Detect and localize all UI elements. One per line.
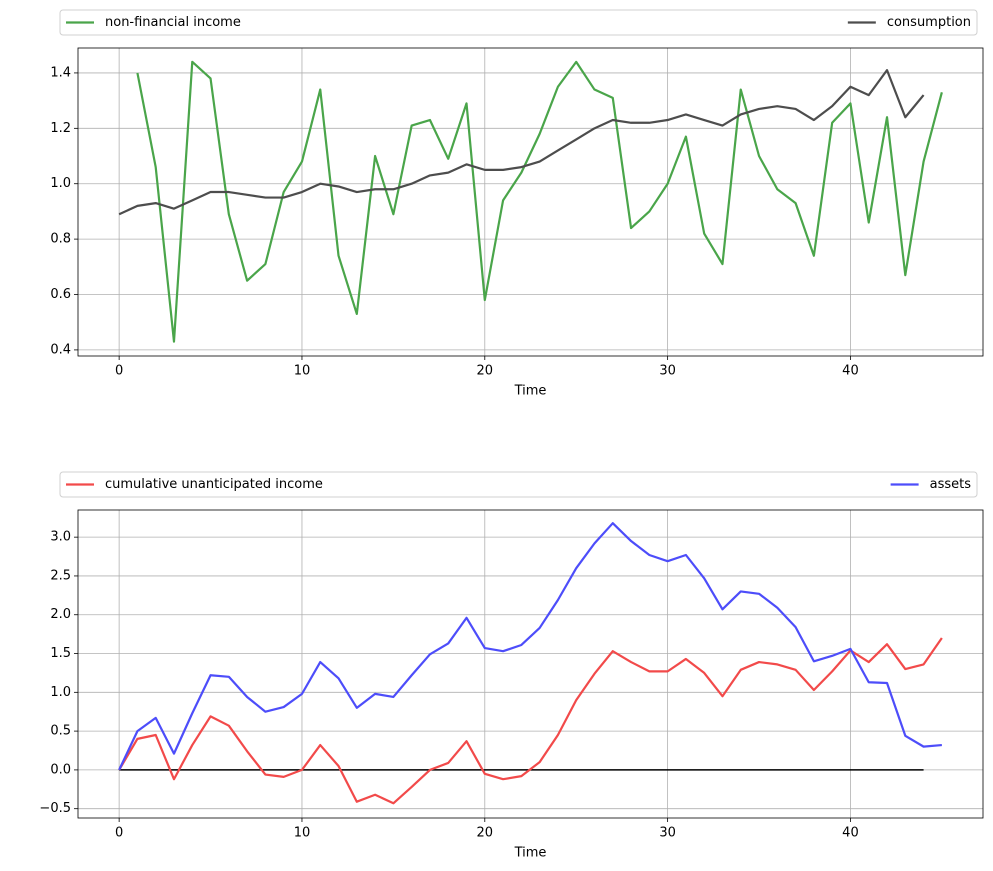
y-tick-label: 3.0	[50, 530, 71, 545]
y-tick-label: 2.0	[50, 607, 71, 622]
y-tick-label: 1.4	[50, 65, 71, 80]
y-tick-label: 0.0	[50, 762, 71, 777]
data-line	[118, 637, 943, 805]
legend-label: non-financial income	[105, 15, 241, 30]
x-tick-label: 20	[477, 364, 494, 379]
x-tick-label: 40	[842, 826, 859, 841]
legend-box	[59, 471, 978, 498]
axes-frame	[77, 509, 984, 819]
legend-label: cumulative unanticipated income	[105, 477, 323, 492]
y-tick-label: 1.0	[50, 685, 71, 700]
x-tick-label: 0	[115, 826, 123, 841]
y-tick-label: 0.6	[50, 287, 71, 302]
y-tick-label: 0.5	[50, 724, 71, 739]
y-tick-label: 0.8	[50, 232, 71, 247]
x-axis-label: Time	[514, 384, 547, 399]
legend-label: consumption	[887, 15, 971, 30]
y-tick-label: −0.5	[39, 801, 71, 816]
data-line	[118, 69, 925, 216]
x-tick-label: 30	[659, 364, 676, 379]
x-axis-label: Time	[514, 846, 547, 861]
legend-label: assets	[930, 477, 972, 492]
x-tick-label: 20	[477, 826, 494, 841]
x-tick-label: 0	[115, 364, 123, 379]
y-tick-label: 1.5	[50, 646, 71, 661]
y-tick-label: 2.5	[50, 568, 71, 583]
axes-frame	[77, 47, 984, 357]
x-tick-label: 30	[659, 826, 676, 841]
y-tick-label: 1.0	[50, 176, 71, 191]
data-line	[136, 60, 943, 343]
y-tick-label: 1.2	[50, 121, 71, 136]
x-tick-label: 10	[294, 364, 311, 379]
x-tick-label: 40	[842, 364, 859, 379]
y-tick-label: 0.4	[50, 342, 71, 357]
data-line	[118, 522, 942, 771]
legend-box	[59, 9, 978, 36]
x-tick-label: 10	[294, 826, 311, 841]
